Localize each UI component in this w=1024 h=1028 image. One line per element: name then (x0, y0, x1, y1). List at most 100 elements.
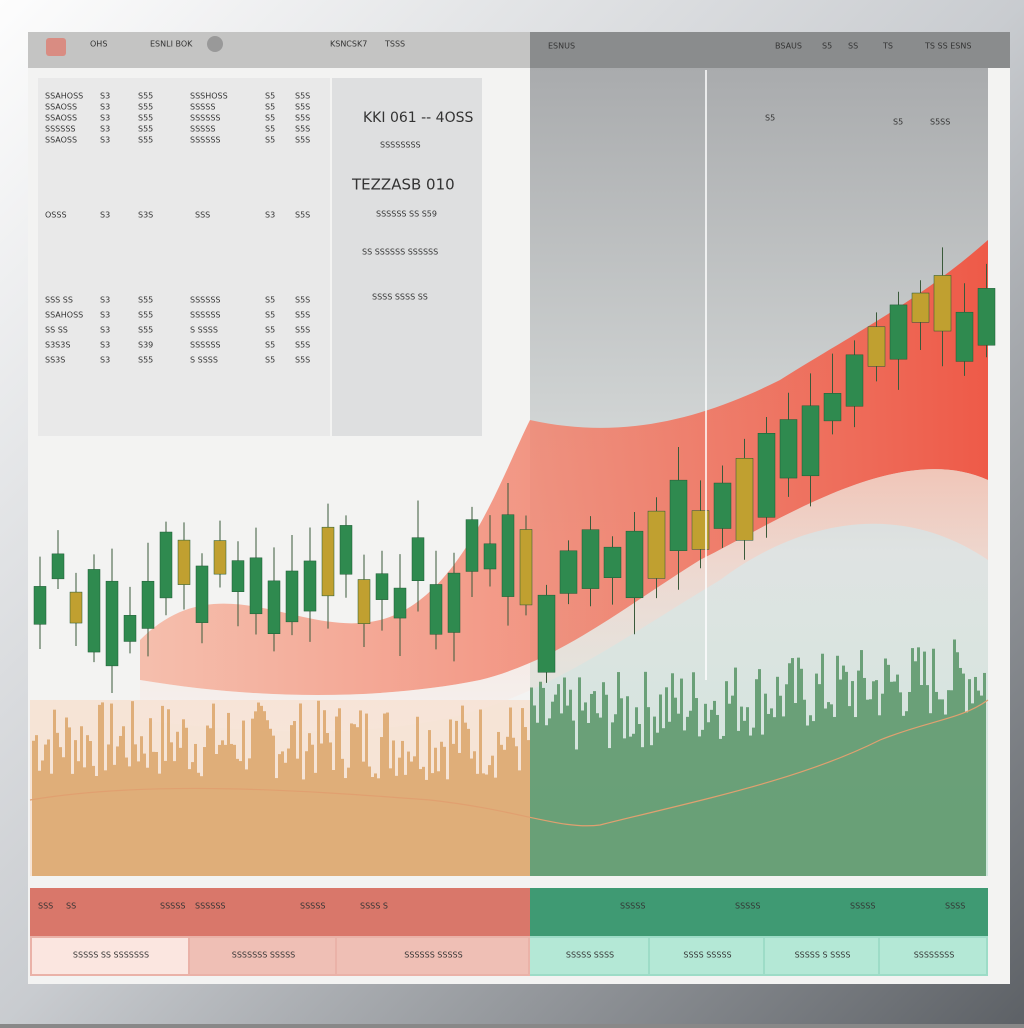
quote-cell[interactable]: SSAHOSS (45, 92, 83, 101)
volume-bar (488, 765, 491, 876)
quote-cell[interactable]: SSAOSS (45, 103, 77, 112)
icon-button[interactable] (207, 36, 223, 52)
volume-bar (401, 740, 404, 876)
quote-cell[interactable]: SSAOSS (45, 114, 77, 123)
volume-bar (980, 695, 983, 876)
tab-label[interactable]: SSSSS SSSS (566, 951, 614, 960)
volume-bar (545, 725, 548, 876)
info-title: KKI 061 -- 4OSS (363, 110, 473, 126)
quote-cell: S3 (100, 103, 110, 112)
volume-bar (83, 767, 86, 876)
volume-bar (95, 775, 98, 876)
tab-label[interactable]: SSSSSSSS (914, 951, 955, 960)
app-icon[interactable] (46, 38, 66, 56)
tab-label[interactable]: SSSS SSSSS (683, 951, 731, 960)
volume-bar (515, 746, 518, 876)
volume-bar (722, 735, 725, 876)
candle (501, 514, 515, 597)
volume-bar (284, 762, 287, 876)
volume-bar (302, 779, 305, 876)
quote-cell[interactable]: SSSSSS (190, 114, 220, 123)
volume-bar (314, 772, 317, 876)
quote-cell[interactable]: SSSSSS (45, 125, 75, 134)
volume-bar (368, 766, 371, 876)
toolbar-item[interactable]: ESNLI BOK (150, 40, 193, 49)
tab[interactable] (337, 938, 528, 974)
volume-bar (209, 728, 212, 876)
tab-label[interactable]: SSSSSSS SSSSS (232, 951, 295, 960)
tab[interactable] (530, 938, 648, 974)
volume-bar (713, 700, 716, 876)
volume-bar (962, 673, 965, 876)
toolbar-left (28, 32, 530, 68)
volume-bar (575, 749, 578, 876)
volume-bar (470, 758, 473, 876)
tab[interactable] (765, 938, 878, 974)
quote-cell[interactable]: S SSSS (190, 356, 218, 365)
quote-cell[interactable]: SSSSS (190, 103, 215, 112)
toolbar-item[interactable]: SS (848, 42, 858, 51)
info-line_b: SSSS SSSS SS (372, 293, 428, 302)
volume-bar (680, 678, 683, 876)
volume-bar (971, 703, 974, 876)
volume-bar (623, 738, 626, 876)
toolbar-item[interactable]: TS SS ESNS (924, 42, 971, 51)
quote-cell[interactable]: SS3S (45, 356, 65, 365)
volume-bar (611, 722, 614, 876)
volume-bar (92, 765, 95, 876)
tab-label[interactable]: SSSSS S SSSS (795, 951, 851, 960)
volume-bar (80, 726, 83, 876)
volume-bar (248, 758, 251, 876)
candle (735, 458, 754, 541)
volume-bar (704, 703, 707, 876)
volume-bar (299, 703, 302, 876)
quote-cell[interactable]: SSSSSS (190, 311, 220, 320)
volume-bar (512, 737, 515, 876)
quote-cell[interactable]: SSSSS (190, 125, 215, 134)
quote-cell[interactable]: SSS SS (45, 296, 73, 305)
volume-bar (341, 758, 344, 876)
toolbar-item[interactable]: KSNCSK7 (330, 40, 367, 49)
volume-bar (104, 770, 107, 876)
tab[interactable] (880, 938, 986, 974)
volume-bar (125, 757, 128, 876)
volume-bar (887, 664, 890, 876)
candle (603, 546, 622, 578)
volume-bar (785, 684, 788, 876)
quote-cell[interactable]: SSSHOSS (190, 92, 228, 101)
volume-bar (425, 779, 428, 876)
summary-cell: S3S (138, 211, 153, 220)
volume-bar (965, 712, 968, 876)
volume-bar (500, 744, 503, 876)
quote-cell[interactable]: S SSSS (190, 326, 218, 335)
tab-label[interactable]: SSSSSS SSSSS (404, 951, 462, 960)
tab[interactable] (190, 938, 335, 974)
volume-bar (797, 657, 800, 876)
quote-cell[interactable]: SSSSSS (190, 296, 220, 305)
footer-item: SSSSSS (195, 902, 225, 911)
candle (105, 580, 119, 667)
toolbar-item[interactable]: BSAUS (775, 42, 802, 51)
volume-bar (731, 695, 734, 876)
tab-label[interactable]: SSSSS SS SSSSSSS (73, 951, 149, 960)
tab[interactable] (650, 938, 763, 974)
toolbar-item[interactable]: TSSS (384, 40, 405, 49)
quote-cell[interactable]: SSSSSS (190, 341, 220, 350)
volume-bar (53, 709, 56, 876)
quote-cell[interactable]: SSAOSS (45, 136, 77, 145)
toolbar-item[interactable]: ESNUS (548, 42, 575, 51)
toolbar-item[interactable]: S5 (822, 42, 832, 51)
quote-cell[interactable]: SSSSSS (190, 136, 220, 145)
volume-bar (386, 712, 389, 876)
volume-bar (944, 714, 947, 876)
candle (465, 519, 479, 572)
tab[interactable] (32, 938, 188, 974)
toolbar-item[interactable]: TS (882, 42, 893, 51)
quote-cell[interactable]: S3S3S (45, 341, 70, 350)
volume-bar (518, 770, 521, 876)
volume-bar (206, 725, 209, 876)
quote-cell[interactable]: SSAHOSS (45, 311, 83, 320)
quote-cell[interactable]: SS SS (45, 326, 68, 335)
toolbar-item[interactable]: OHS (90, 40, 107, 49)
